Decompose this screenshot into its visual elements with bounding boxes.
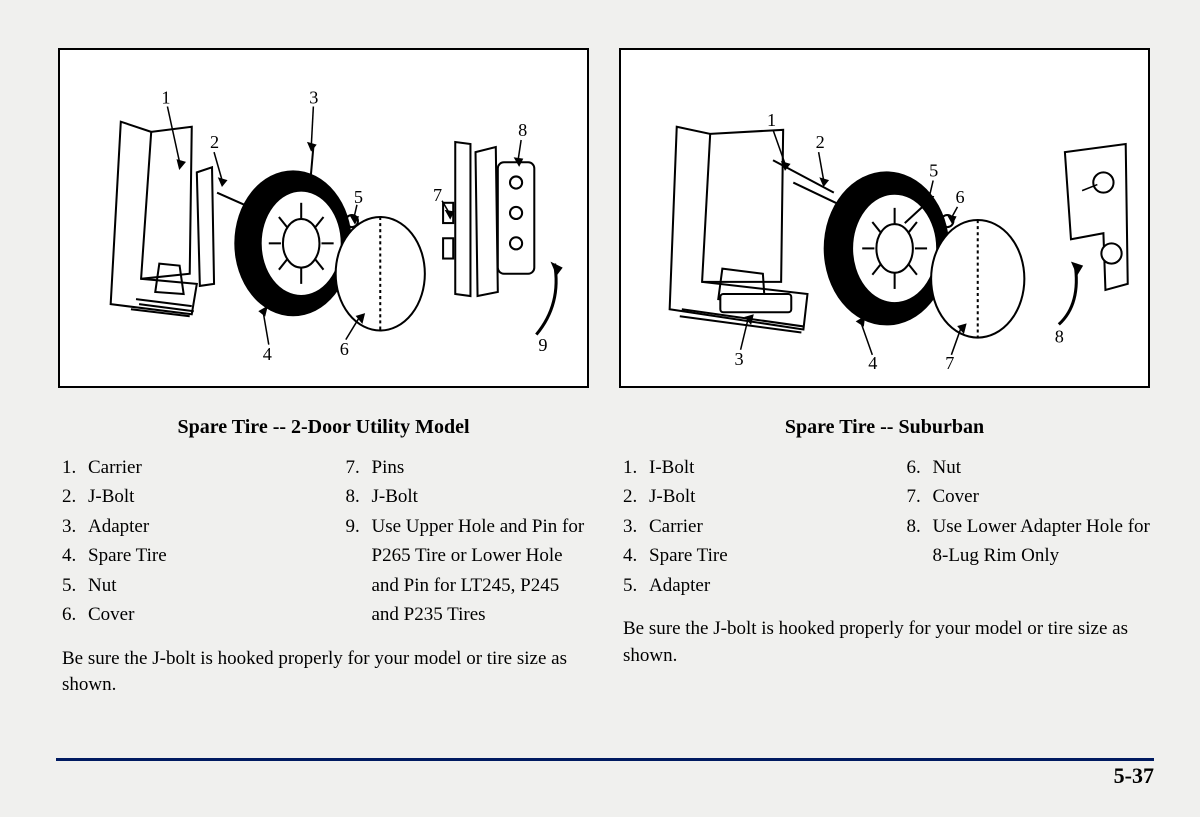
right-note: Be sure the J-bolt is hooked properly fo… [619,616,1150,669]
list-item: 9.Use Upper Hole and Pin for P265 Tire o… [346,512,590,630]
callout-6: 6 [340,339,349,359]
left-column: 1 2 3 4 5 6 7 8 9 Spare Tire -- 2-Door U… [58,48,589,699]
callout-2: 2 [210,132,219,152]
list-item: 3.Carrier [623,512,867,541]
left-note: Be sure the J-bolt is hooked properly fo… [58,646,589,699]
callout-1: 1 [161,87,170,107]
callout-7: 7 [945,353,954,373]
page-footer: 5-37 [56,758,1154,789]
right-parts-lists: 1.I-Bolt 2.J-Bolt 3.Carrier 4.Spare Tire… [619,453,1150,600]
callout-5: 5 [929,160,938,180]
callout-1: 1 [767,110,776,130]
left-figure-title: Spare Tire -- 2-Door Utility Model [58,416,589,439]
left-figure: 1 2 3 4 5 6 7 8 9 [58,48,589,388]
list-item: 1.I-Bolt [623,453,867,482]
list-item: 4.Spare Tire [62,541,306,570]
left-list-a: 1.Carrier 2.J-Bolt 3.Adapter 4.Spare Tir… [62,453,306,630]
callout-3: 3 [735,349,744,369]
right-figure: 1 2 3 4 5 6 7 8 [619,48,1150,388]
callout-3: 3 [309,87,318,107]
list-item: 8.Use Lower Adapter Hole for 8-Lug Rim O… [907,512,1151,571]
list-item: 5.Adapter [623,571,867,600]
left-list-b: 7.Pins 8.J-Bolt 9.Use Upper Hole and Pin… [346,453,590,630]
callout-4: 4 [263,344,272,364]
right-figure-title: Spare Tire -- Suburban [619,416,1150,439]
callout-4: 4 [868,353,877,373]
right-list-b: 6.Nut 7.Cover 8.Use Lower Adapter Hole f… [907,453,1151,600]
callout-8: 8 [1055,327,1064,347]
list-item: 1.Carrier [62,453,306,482]
list-item: 2.J-Bolt [623,482,867,511]
right-column: 1 2 3 4 5 6 7 8 Spare Tire -- Suburban 1… [619,48,1150,699]
callout-8: 8 [518,120,527,140]
callout-9: 9 [538,335,547,355]
manual-page: 1 2 3 4 5 6 7 8 9 Spare Tire -- 2-Door U… [0,0,1200,719]
list-item: 7.Pins [346,453,590,482]
page-number: 5-37 [1114,763,1154,788]
list-item: 3.Adapter [62,512,306,541]
list-item: 8.J-Bolt [346,482,590,511]
spare-tire-suburban-diagram: 1 2 3 4 5 6 7 8 [621,50,1148,386]
list-item: 5.Nut [62,571,306,600]
right-list-a: 1.I-Bolt 2.J-Bolt 3.Carrier 4.Spare Tire… [623,453,867,600]
callout-5: 5 [354,187,363,207]
spare-tire-2door-diagram: 1 2 3 4 5 6 7 8 9 [60,50,587,386]
list-item: 6.Nut [907,453,1151,482]
left-parts-lists: 1.Carrier 2.J-Bolt 3.Adapter 4.Spare Tir… [58,453,589,630]
list-item: 6.Cover [62,600,306,629]
callout-2: 2 [816,132,825,152]
list-item: 2.J-Bolt [62,482,306,511]
callout-6: 6 [955,187,964,207]
callout-7: 7 [433,185,442,205]
list-item: 4.Spare Tire [623,541,867,570]
list-item: 7.Cover [907,482,1151,511]
